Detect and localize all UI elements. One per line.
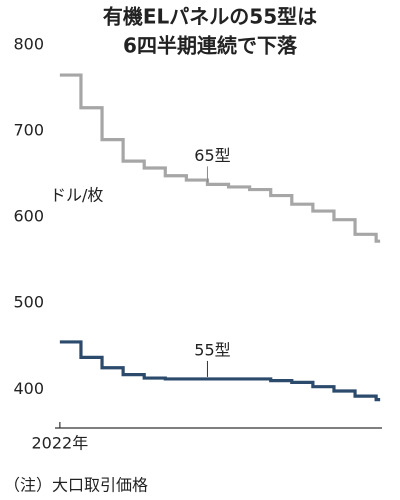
chart-title: 6四半期連続で下落	[123, 34, 298, 58]
x-tick-label: 2022年	[32, 434, 89, 453]
y-tick-label: 800	[13, 34, 44, 53]
y-tick-label: 700	[13, 121, 44, 140]
series-line	[59, 73, 381, 243]
series-label: 65型	[194, 146, 230, 165]
series-line	[59, 340, 381, 402]
y-tick-label: 500	[13, 293, 44, 312]
y-axis-label: ドル/枚	[50, 186, 103, 205]
chart-title: 有機ELパネルの55型は	[103, 5, 317, 29]
y-tick-label: 600	[13, 207, 44, 226]
note: （注）大口取引価格	[4, 476, 148, 495]
series-label: 55型	[194, 340, 230, 359]
y-tick-label: 400	[13, 379, 44, 398]
